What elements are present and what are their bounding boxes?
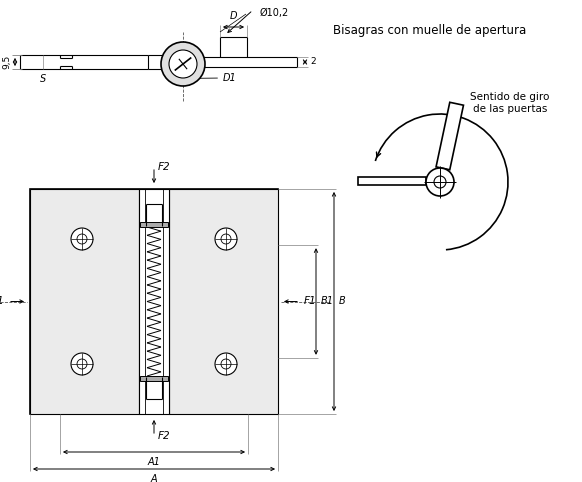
Text: F2: F2 [158,431,171,441]
Circle shape [426,168,454,196]
Text: 9,5: 9,5 [2,55,12,69]
Circle shape [221,359,231,369]
Circle shape [169,50,197,78]
Bar [139,189,169,414]
Bar [169,189,278,414]
Circle shape [71,353,93,375]
Text: S: S [40,74,46,84]
Bar [140,376,168,381]
Circle shape [71,228,93,250]
Text: F2: F2 [158,162,171,172]
Text: F1: F1 [0,296,4,307]
Text: 2: 2 [310,57,315,67]
Polygon shape [436,102,463,170]
Bar [30,189,139,414]
Text: D1: D1 [200,73,237,83]
Bar [30,189,278,414]
Text: Ø10,2: Ø10,2 [260,8,289,18]
Text: A: A [151,474,157,482]
Circle shape [215,228,237,250]
Circle shape [77,359,87,369]
Text: B1: B1 [321,296,334,307]
Polygon shape [358,177,426,185]
Text: A1: A1 [148,457,161,467]
Text: Sentido de giro
de las puertas: Sentido de giro de las puertas [470,92,549,114]
Circle shape [434,176,446,188]
Circle shape [77,234,87,244]
Bar [140,222,168,227]
Circle shape [215,353,237,375]
Text: B: B [339,296,346,307]
Text: D: D [230,11,237,21]
Text: F1: F1 [304,296,317,307]
Circle shape [221,234,231,244]
Text: Bisagras con muelle de apertura: Bisagras con muelle de apertura [333,24,527,37]
Circle shape [161,42,205,86]
